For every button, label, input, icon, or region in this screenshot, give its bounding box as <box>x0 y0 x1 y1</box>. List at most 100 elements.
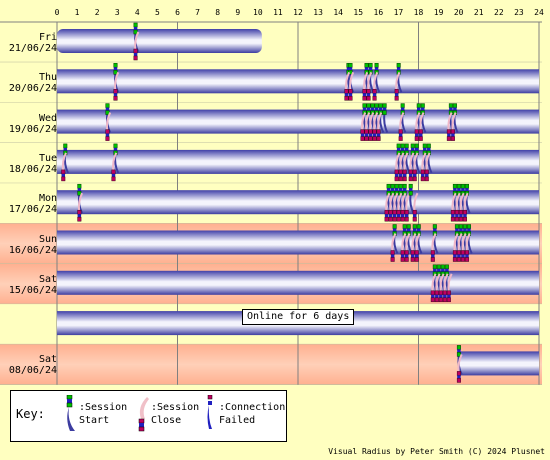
start-marker-cap <box>400 103 405 108</box>
close-marker-mid <box>443 294 447 298</box>
key-connection-failed: :Connection Failed <box>219 402 286 426</box>
close-marker-base <box>404 216 409 222</box>
day-name: Thu <box>38 72 57 84</box>
close-marker-mid <box>451 133 455 137</box>
day-label-sat1: Sat 15/06/24 <box>0 274 57 296</box>
start-marker-cap <box>402 183 407 189</box>
start-marker-mid <box>437 268 441 272</box>
start-marker-cap <box>382 103 387 108</box>
close-marker-mid <box>388 214 393 218</box>
start-marker-cap <box>408 183 413 189</box>
start-marker-mid <box>433 228 437 232</box>
start-marker-mid <box>368 67 373 71</box>
start-marker-mid <box>105 107 110 111</box>
close-marker-base <box>372 136 377 141</box>
session-close-marker <box>393 192 399 212</box>
close-marker-base <box>418 136 423 141</box>
day-label-tue: Tue 18/06/24 <box>0 153 57 175</box>
close-marker-base <box>133 55 138 61</box>
start-marker-mid <box>467 228 471 232</box>
start-marker-mid <box>346 67 351 71</box>
start-marker-cap <box>364 63 369 68</box>
start-marker-cap <box>374 103 379 108</box>
close-marker-mid <box>392 214 397 218</box>
start-marker-mid <box>457 188 461 192</box>
start-marker-cap <box>398 183 403 189</box>
start-marker-mid <box>427 147 431 151</box>
close-marker-mid <box>366 93 371 97</box>
start-marker-cap <box>466 224 471 229</box>
close-marker-cap <box>344 89 349 94</box>
hour-tick-label: 10 <box>253 8 263 17</box>
close-marker-cap <box>372 129 377 134</box>
start-marker-cap <box>396 63 401 68</box>
close-marker-mid <box>457 375 461 379</box>
start-marker-cap <box>422 143 427 149</box>
close-marker-mid <box>372 93 377 97</box>
close-marker-cap <box>424 169 429 175</box>
start-marker-mid <box>370 107 375 111</box>
close-marker-cap <box>400 209 405 215</box>
start-marker-cap <box>414 143 419 149</box>
start-marker-mid <box>408 188 413 192</box>
close-marker-cap <box>430 250 435 255</box>
session-close-marker <box>401 233 407 252</box>
close-marker-mid <box>453 254 457 258</box>
session-close-marker <box>415 112 421 131</box>
close-marker-base <box>348 96 353 101</box>
close-marker-base <box>420 176 425 182</box>
session-close-marker <box>455 192 461 212</box>
start-marker-mid <box>374 67 379 71</box>
online-duration-badge: Online for 6 days <box>242 309 355 325</box>
hour-tick-label: 24 <box>534 8 544 17</box>
close-marker-base <box>366 96 371 101</box>
close-marker-base <box>372 96 377 101</box>
hour-tick-label: 11 <box>273 8 283 17</box>
connection-timeline <box>0 21 542 385</box>
close-marker-mid <box>400 254 405 258</box>
start-marker-cap <box>392 224 397 229</box>
close-marker-cap <box>454 209 459 215</box>
close-marker-cap <box>450 129 455 134</box>
hour-tick-label: 9 <box>235 8 241 17</box>
close-marker-base <box>464 257 469 262</box>
close-marker-mid <box>390 254 395 258</box>
start-marker-cap <box>452 183 457 189</box>
close-marker-cap <box>408 169 413 175</box>
start-marker-mid <box>113 147 118 151</box>
start-marker-cap <box>77 183 82 189</box>
start-marker-mid <box>390 188 395 192</box>
session-close-marker <box>431 273 437 292</box>
start-marker-mid <box>133 27 138 30</box>
start-marker-mid <box>394 188 399 192</box>
session-close-marker <box>395 152 401 171</box>
close-marker-mid <box>362 93 367 97</box>
close-marker-cap <box>404 250 409 255</box>
close-marker-cap <box>362 89 367 94</box>
session-bar <box>57 29 262 53</box>
close-marker-mid <box>451 214 455 218</box>
session-close-marker <box>401 192 407 212</box>
close-marker-mid <box>400 214 405 218</box>
start-marker-cap <box>348 63 353 68</box>
session-bar <box>57 69 539 94</box>
close-marker-cap <box>388 209 393 215</box>
key-session-close: :Session Close <box>151 402 200 426</box>
start-marker-cap <box>378 103 383 108</box>
session-close-marker <box>461 233 467 252</box>
session-close-marker <box>435 273 441 292</box>
close-marker-cap <box>390 250 395 255</box>
close-marker-cap <box>412 209 417 215</box>
close-marker-base <box>446 297 451 303</box>
day-label-wed: Wed 19/06/24 <box>0 113 57 135</box>
start-marker-mid <box>410 147 415 151</box>
start-marker-cap <box>113 63 118 68</box>
close-marker-base <box>410 257 415 262</box>
session-start-marker <box>383 114 389 134</box>
close-marker-mid <box>404 214 409 218</box>
start-marker-mid <box>445 268 449 272</box>
close-marker-base <box>412 176 417 182</box>
close-marker-mid <box>394 173 399 177</box>
session-close-marker <box>112 152 118 171</box>
close-marker-base <box>61 176 66 182</box>
